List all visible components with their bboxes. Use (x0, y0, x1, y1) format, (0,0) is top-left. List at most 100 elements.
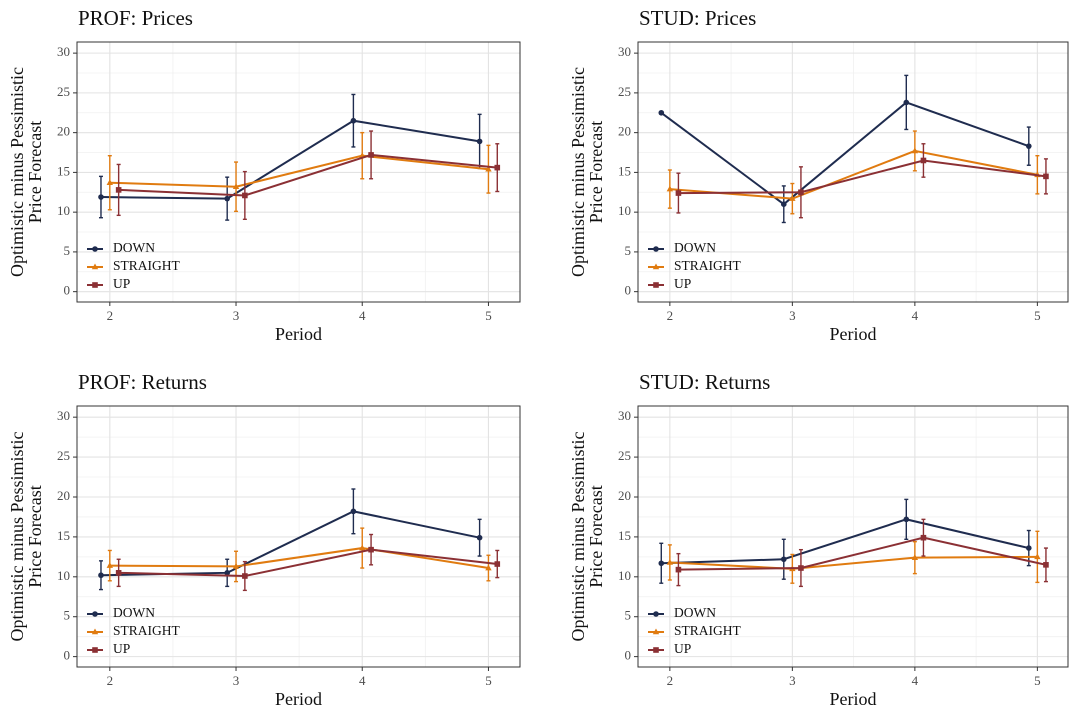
legend-marker (92, 246, 98, 252)
y-tick-label: 10 (618, 568, 631, 583)
point (789, 195, 796, 201)
x-tick-label: 5 (1034, 673, 1041, 688)
point (368, 546, 374, 553)
series-line (660, 101, 1030, 206)
x-axis-label: Period (275, 324, 322, 344)
x-tick-label: 4 (912, 673, 919, 688)
x-axis-label: Period (830, 689, 877, 709)
point (232, 562, 240, 569)
legend-label: UP (113, 276, 130, 291)
point (476, 534, 483, 541)
y-tick-label: 20 (618, 124, 631, 139)
point (485, 165, 492, 172)
series-line (118, 548, 498, 578)
point (780, 201, 787, 208)
legend-label: STRAIGHT (674, 623, 742, 638)
series-line (669, 555, 1038, 570)
point (920, 157, 927, 164)
point (368, 152, 374, 158)
y-tick-label: 15 (618, 163, 631, 178)
point (798, 189, 804, 196)
point (115, 187, 122, 193)
point (359, 544, 366, 551)
point (1034, 553, 1041, 560)
x-tick-label: 5 (1034, 308, 1041, 323)
legend-marker (91, 628, 99, 635)
point (666, 558, 674, 565)
point (242, 192, 248, 199)
y-tick-label: 5 (625, 608, 632, 623)
point (106, 179, 114, 186)
legend-label: DOWN (113, 240, 155, 255)
point (903, 99, 910, 106)
x-tick-label: 3 (789, 673, 796, 688)
y-tick-label: 30 (57, 44, 70, 59)
y-axis-label: Price Forecast (586, 121, 606, 223)
y-tick-label: 30 (57, 408, 70, 423)
legend-marker (652, 263, 660, 270)
legend-marker (653, 246, 659, 252)
series-line (109, 154, 489, 188)
point (920, 534, 927, 541)
panel: 0 5 10 15 20 25 30 2 3 4 5 DOWN STRAIGHT UP PROF: Retu… (7, 370, 521, 709)
point (666, 185, 674, 192)
x-tick-label: 4 (359, 673, 366, 688)
y-tick-label: 25 (57, 448, 70, 463)
legend-marker (653, 647, 659, 653)
legend-label: STRAIGHT (674, 258, 742, 273)
y-tick-label: 0 (64, 648, 71, 663)
legend-marker (92, 611, 98, 617)
plot-border (637, 41, 1069, 303)
y-tick-label: 0 (625, 648, 632, 663)
legend-label: DOWN (113, 605, 155, 620)
y-axis-label: Optimistic minus Pessimistic (568, 67, 588, 277)
panel: 0 5 10 15 20 25 30 2 3 4 5 DOWN STRAIGHT UP STUD: Retu… (568, 370, 1069, 709)
legend-marker (92, 647, 98, 653)
y-tick-label: 5 (64, 243, 71, 258)
point (242, 573, 248, 579)
series-line (118, 153, 498, 197)
series-line (678, 536, 1047, 571)
point (494, 561, 501, 567)
x-tick-label: 2 (667, 308, 674, 323)
point (224, 570, 230, 576)
x-tick-label: 4 (359, 308, 366, 323)
x-axis-label: Period (275, 689, 322, 709)
y-tick-label: 25 (618, 84, 631, 99)
point (658, 109, 665, 116)
legend-label: STRAIGHT (113, 623, 181, 638)
y-tick-label: 25 (57, 84, 70, 99)
x-tick-label: 2 (107, 308, 114, 323)
chart-title: STUD: Returns (639, 370, 770, 394)
x-tick-label: 3 (233, 308, 240, 323)
x-tick-label: 5 (485, 308, 492, 323)
y-tick-label: 5 (625, 243, 632, 258)
plot-border (76, 41, 521, 303)
y-tick-label: 15 (618, 528, 631, 543)
y-axis-label: Optimistic minus Pessimistic (7, 431, 27, 641)
y-tick-label: 5 (64, 608, 71, 623)
legend-label: DOWN (674, 605, 716, 620)
y-tick-label: 0 (625, 283, 632, 298)
series-line (669, 149, 1038, 200)
panel: 0 5 10 15 20 25 30 2 3 4 5 DOWN STRAIGHT UP PROF: Pric… (7, 6, 521, 344)
legend-label: DOWN (674, 240, 716, 255)
point (1043, 562, 1049, 568)
x-tick-label: 2 (667, 673, 674, 688)
point (350, 508, 357, 515)
y-tick-label: 20 (57, 488, 70, 503)
legend-label: UP (674, 276, 691, 291)
point (903, 516, 910, 523)
y-tick-label: 0 (64, 283, 71, 298)
legend-marker (91, 263, 99, 270)
point (798, 565, 804, 571)
x-axis-label: Period (830, 324, 877, 344)
point (1025, 545, 1032, 551)
panel: 0 5 10 15 20 25 30 2 3 4 5 DOWN STRAIGHT UP STUD: Pric… (568, 6, 1069, 344)
point (224, 195, 230, 202)
x-tick-label: 3 (789, 308, 796, 323)
point (476, 138, 483, 145)
legend-marker (92, 282, 98, 288)
y-axis-label: Optimistic minus Pessimistic (7, 67, 27, 277)
y-tick-label: 20 (57, 124, 70, 139)
